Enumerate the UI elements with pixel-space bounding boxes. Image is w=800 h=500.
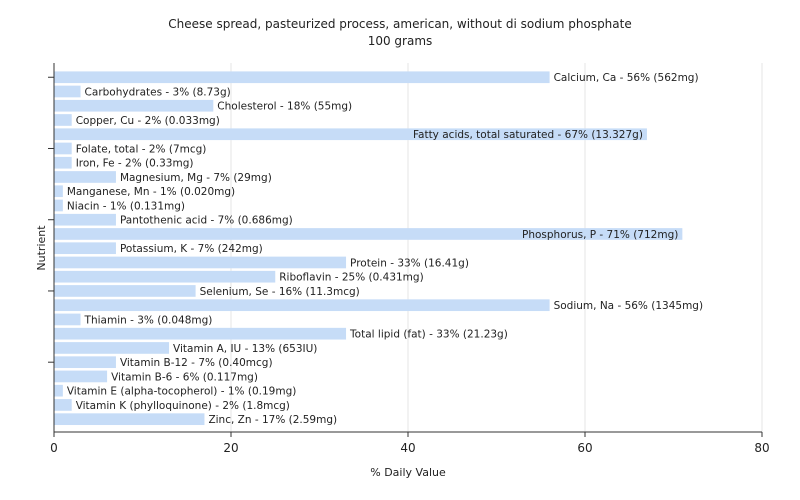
bar-label: Calcium, Ca - 56% (562mg) — [554, 72, 699, 84]
bar — [54, 256, 347, 269]
bar-label: Zinc, Zn - 17% (2.59mg) — [208, 414, 337, 426]
y-axis-title: Nutrient — [35, 225, 48, 271]
bar — [54, 185, 63, 198]
bar — [54, 142, 72, 155]
bar — [54, 342, 170, 354]
bar — [54, 356, 116, 369]
bar-label: Copper, Cu - 2% (0.033mg) — [76, 115, 220, 127]
x-tick-label: 80 — [754, 441, 769, 455]
bar — [54, 399, 72, 411]
bars — [54, 71, 683, 426]
x-tick-label: 20 — [223, 441, 238, 455]
bar-label: Carbohydrates - 3% (8.73g) — [85, 86, 231, 98]
bar-label: Vitamin K (phylloquinone) - 2% (1.8mcg) — [76, 400, 290, 412]
bar — [54, 99, 214, 112]
bar-label: Pantothenic acid - 7% (0.686mg) — [120, 215, 293, 227]
bar — [54, 242, 116, 255]
bar — [54, 270, 276, 283]
bar-label: Vitamin E (alpha-tocopherol) - 1% (0.19m… — [67, 386, 297, 398]
bar — [54, 313, 81, 326]
bar — [54, 384, 63, 397]
bar — [54, 413, 205, 426]
chart-subtitle: 100 grams — [368, 34, 433, 48]
bar — [54, 171, 116, 183]
bar-label: Vitamin A, IU - 13% (653IU) — [173, 343, 317, 355]
bar — [54, 71, 550, 84]
bar-label: Protein - 33% (16.41g) — [350, 257, 469, 269]
bar — [54, 370, 108, 383]
bar-label: Magnesium, Mg - 7% (29mg) — [120, 172, 272, 184]
bar-label: Vitamin B-6 - 6% (0.117mg) — [111, 371, 258, 383]
bar — [54, 199, 63, 212]
bar — [54, 156, 72, 169]
bar — [54, 285, 196, 297]
bar — [54, 327, 347, 340]
bar-label: Sodium, Na - 56% (1345mg) — [554, 300, 703, 312]
x-tick-label: 60 — [577, 441, 592, 455]
bar-label: Manganese, Mn - 1% (0.020mg) — [67, 186, 235, 198]
y-ticks — [48, 76, 54, 363]
bar — [54, 85, 81, 98]
bar-label: Thiamin - 3% (0.048mg) — [84, 314, 213, 326]
bar — [54, 228, 683, 240]
x-tick-label: 0 — [50, 441, 58, 455]
bar-label: Folate, total - 2% (7mcg) — [76, 143, 207, 155]
bar — [54, 299, 550, 312]
bar — [54, 213, 116, 226]
x-axis-title: % Daily Value — [370, 466, 446, 479]
bar — [54, 128, 647, 141]
x-ticks: 0 20 40 60 80 — [50, 432, 770, 455]
bar-labels: Calcium, Ca - 56% (562mg) Carbohydrates -… — [67, 72, 703, 426]
chart-title: Cheese spread, pasteurized process, amer… — [168, 17, 631, 31]
bar-label: Niacin - 1% (0.131mg) — [67, 200, 185, 212]
bar-label: Total lipid (fat) - 33% (21.23g) — [349, 329, 508, 341]
bar-label: Vitamin B-12 - 7% (0.40mcg) — [120, 357, 273, 369]
bar-label: Iron, Fe - 2% (0.33mg) — [76, 158, 194, 170]
bar-label: Cholesterol - 18% (55mg) — [217, 101, 352, 113]
gridlines — [230, 63, 763, 432]
bar-label: Selenium, Se - 16% (11.3mcg) — [200, 286, 360, 298]
bar — [54, 114, 72, 126]
bar-label: Potassium, K - 7% (242mg) — [120, 243, 263, 255]
bar-label: Riboflavin - 25% (0.431mg) — [279, 272, 423, 284]
x-tick-label: 40 — [400, 441, 415, 455]
bar-label: Fatty acids, total saturated - 67% (13.3… — [413, 129, 643, 141]
bar-label: Phosphorus, P - 71% (712mg) — [522, 229, 678, 241]
